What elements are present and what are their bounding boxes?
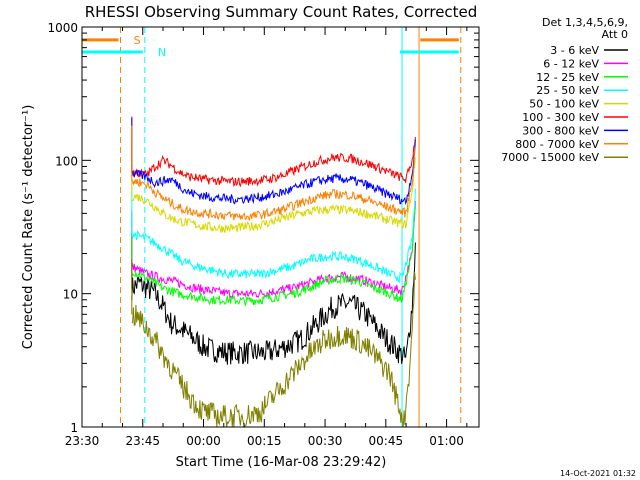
series-7 [131, 147, 416, 221]
y-tick-label-2: 100 [55, 154, 78, 168]
series-3 [131, 188, 416, 284]
y-tick-label-3: 1000 [47, 21, 78, 35]
x-tick-label-1: 23:45 [125, 434, 160, 448]
series-1 [131, 200, 416, 300]
x-tick-label-3: 00:15 [247, 434, 282, 448]
legend-label-3: 25 - 50 keV [536, 84, 599, 97]
annotation-0: S [134, 34, 141, 47]
series-0 [131, 242, 416, 365]
x-tick-label-0: 23:30 [65, 434, 100, 448]
y-axis-label: Corrected Count Rate (s⁻¹ detector⁻¹) [21, 105, 36, 350]
legend-label-0: 3 - 6 keV [550, 44, 599, 57]
legend-label-4: 50 - 100 keV [529, 98, 599, 111]
legend-label-2: 12 - 25 keV [536, 71, 599, 84]
chart-title: RHESSI Observing Summary Count Rates, Co… [85, 3, 478, 21]
legend-label-6: 300 - 800 keV [522, 124, 599, 137]
series-5 [131, 136, 416, 188]
y-tick-label-0: 1 [70, 421, 78, 435]
y-tick-label-1: 10 [63, 288, 78, 302]
legend-header-1: Att 0 [602, 28, 628, 41]
timestamp: 14-Oct-2021 01:32 [560, 469, 636, 478]
legend-label-1: 6 - 12 keV [543, 57, 599, 70]
series-2 [131, 207, 416, 306]
x-tick-label-4: 00:30 [308, 434, 343, 448]
series-6 [131, 139, 416, 206]
plot-frame [81, 26, 480, 428]
legend-label-5: 100 - 300 keV [522, 111, 599, 124]
legend-label-7: 800 - 7000 keV [515, 138, 599, 151]
annotation-1: N [158, 46, 166, 59]
series-8 [131, 271, 416, 429]
series-4 [131, 157, 416, 233]
x-axis-label: Start Time (16-Mar-08 23:29:42) [176, 455, 387, 470]
x-tick-label-6: 01:00 [429, 434, 464, 448]
x-tick-label-5: 00:45 [369, 434, 404, 448]
x-tick-label-2: 00:00 [186, 434, 221, 448]
legend-header-0: Det 1,3,4,5,6,9, [542, 16, 628, 29]
legend-label-8: 7000 - 15000 keV [501, 151, 599, 164]
